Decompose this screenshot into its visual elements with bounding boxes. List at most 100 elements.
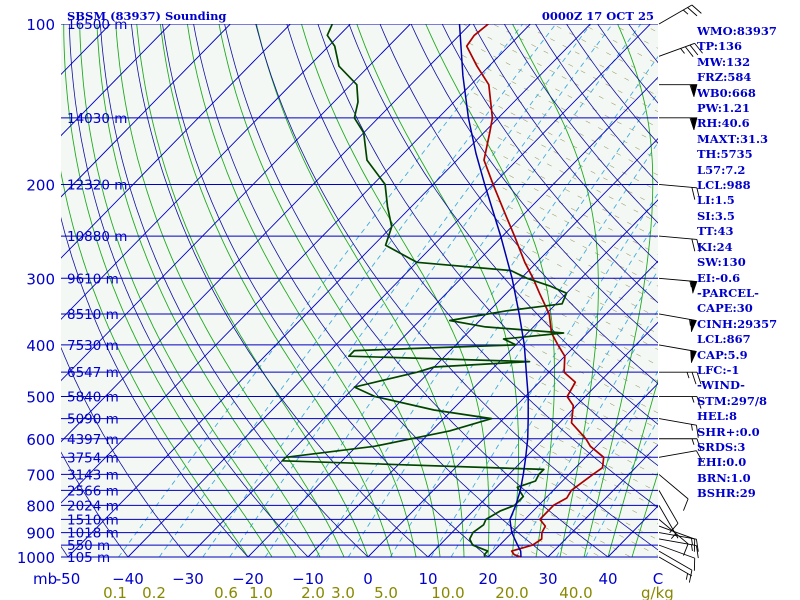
temperature-tick-label: −40 <box>112 570 144 588</box>
isotherm--60 <box>61 24 531 504</box>
isotherm-20 <box>487 382 658 558</box>
isotherm--100 <box>61 24 291 259</box>
height-label: 16500 m <box>67 17 127 33</box>
pressure-tick-label: 300 <box>26 270 55 288</box>
isotherm--120 <box>61 24 171 137</box>
index-line: TH:5735 <box>697 147 753 162</box>
height-label: 3754 m <box>67 450 119 466</box>
parcel-trace <box>458 24 529 558</box>
wind-barb <box>658 4 702 25</box>
mb-axis-label: mb <box>33 570 57 588</box>
height-label: 2024 m <box>67 498 119 514</box>
index-line: L57:7.2 <box>697 162 746 177</box>
isotherm--70 <box>61 24 471 443</box>
stability-indices-panel: WMO:83937 TP:136 MW:132 FRZ:584 WB0:668 PW:1.… <box>697 24 797 502</box>
sounding-traces <box>281 24 605 558</box>
wind-barb <box>659 438 702 451</box>
wind-barb <box>659 396 702 409</box>
index-line: LCL:867 <box>697 332 751 347</box>
height-label: 5090 m <box>67 412 119 428</box>
height-label: 12320 m <box>67 177 127 193</box>
mixing-ratio-label: 0.6 <box>214 584 238 600</box>
wind-barb <box>658 313 697 333</box>
dewpoint-trace <box>281 24 568 558</box>
wind-barb <box>659 117 698 130</box>
index-line: RH:40.6 <box>697 116 750 131</box>
temperature-unit-label: C <box>653 570 663 588</box>
mixing-ratio-label: 20.0 <box>495 584 528 600</box>
temperature-tick-label: 20 <box>478 570 497 588</box>
index-line: EI:-0.6 <box>697 270 741 285</box>
mixing-ratio-label: 10.0 <box>431 584 464 600</box>
wind-barb <box>658 525 696 552</box>
index-line: CAPE:30 <box>697 301 753 316</box>
mixing-ratio-label: 5.0 <box>374 584 398 600</box>
wind-barb <box>658 538 699 559</box>
mixing-ratio-label: 3.0 <box>331 584 355 600</box>
mixing-ratio-label: 0.1 <box>103 584 127 600</box>
index-line: -PARCEL- <box>697 285 759 300</box>
mixing-ratio-label: 40.0 <box>559 584 592 600</box>
index-line: FRZ:584 <box>697 70 752 85</box>
index-line: BSHR:29 <box>697 486 756 501</box>
pressure-tick-label: 200 <box>26 176 55 194</box>
index-line: EHI:0.0 <box>697 455 747 470</box>
isotherm-30 <box>547 444 658 558</box>
height-label: 2566 m <box>67 483 119 499</box>
wind-barb <box>658 556 693 580</box>
wind-barb <box>658 544 696 571</box>
wind-barb <box>659 84 698 97</box>
index-line: TT:43 <box>697 224 734 239</box>
isotherm--80 <box>61 24 411 382</box>
height-label: 550 m <box>67 538 110 554</box>
mixing-ratio-label: 1.0 <box>249 584 273 600</box>
mixing-ratio-label: 0.2 <box>142 584 166 600</box>
index-line: CAP:5.9 <box>697 347 748 362</box>
temperature-trace <box>465 24 605 558</box>
mixing-ratio-label: 2.0 <box>301 584 325 600</box>
wind-barb <box>658 184 701 201</box>
wind-barb <box>658 277 698 294</box>
wind-barb <box>658 450 703 463</box>
height-label: 1018 m <box>67 526 119 542</box>
index-line: LFC:-1 <box>697 362 740 377</box>
wind-barb <box>658 505 679 539</box>
height-label: 7530 m <box>67 338 119 354</box>
pressure-tick-label: 700 <box>26 466 55 484</box>
height-label: 8510 m <box>67 307 119 323</box>
isotherms <box>61 24 658 558</box>
index-line: SHR+:0.0 <box>697 424 760 439</box>
temperature-tick-label: −30 <box>172 570 204 588</box>
wind-barb <box>658 474 689 511</box>
index-line: WMO:83937 <box>697 24 777 38</box>
height-label: 9610 m <box>67 271 119 287</box>
index-line: LI:1.5 <box>697 193 735 208</box>
wind-barb <box>658 519 689 556</box>
index-line: BRN:1.0 <box>697 470 751 485</box>
index-line: SI:3.5 <box>697 208 735 223</box>
height-label: 6547 m <box>67 365 119 381</box>
index-line: PW:1.21 <box>697 101 751 116</box>
temperature-tick-label: −20 <box>232 570 264 588</box>
isotherm--90 <box>61 24 351 320</box>
height-label: 5840 m <box>67 390 119 406</box>
wind-barb <box>659 371 702 385</box>
height-label: 1510 m <box>67 512 119 528</box>
index-line: MAXT:31.3 <box>697 131 768 146</box>
height-label: 14030 m <box>67 111 127 127</box>
index-line: HEL:8 <box>697 409 737 424</box>
isotherm--20 <box>247 137 658 558</box>
index-line: MW:132 <box>697 54 751 69</box>
index-line: TP:136 <box>697 39 743 54</box>
index-line: SRDS:3 <box>697 439 746 454</box>
pressure-tick-label: 800 <box>26 497 55 515</box>
isotherm--40 <box>127 24 651 558</box>
dry-adiabat <box>0 24 8 557</box>
height-label: 10880 m <box>67 229 127 245</box>
index-line: LCL:988 <box>697 178 751 193</box>
temperature-tick-label: 0 <box>363 570 373 588</box>
wind-barb <box>658 42 703 57</box>
index-line: STM:297/8 <box>697 393 768 408</box>
